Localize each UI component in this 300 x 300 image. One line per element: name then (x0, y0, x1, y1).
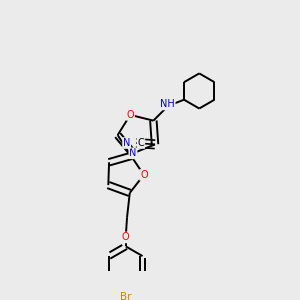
Text: O: O (140, 170, 148, 180)
Text: C: C (138, 138, 144, 148)
Text: N: N (123, 138, 130, 148)
Text: O: O (122, 232, 130, 242)
Text: N: N (129, 148, 137, 158)
Text: NH: NH (160, 100, 175, 110)
Text: Br: Br (120, 292, 131, 300)
Text: O: O (127, 110, 134, 120)
